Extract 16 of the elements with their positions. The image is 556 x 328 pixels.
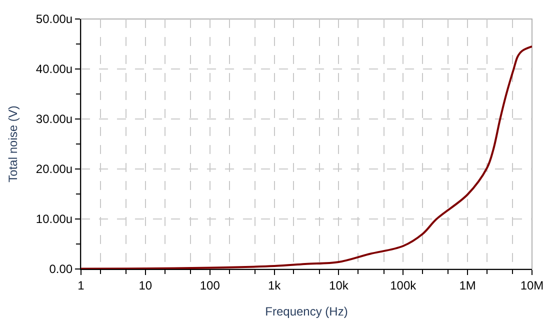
- x-tick-label: 1M: [459, 278, 476, 292]
- x-tick-label: 1: [78, 278, 85, 292]
- x-axis-title: Frequency (Hz): [265, 304, 348, 318]
- y-tick-label: 40.00u: [36, 62, 73, 76]
- x-tick-label: 1k: [268, 278, 282, 292]
- y-tick-label: 10.00u: [36, 212, 73, 226]
- y-axis-title: Total noise (V): [6, 106, 20, 182]
- y-tick-label: 0.00: [49, 262, 73, 276]
- x-tick-label: 100: [200, 278, 220, 292]
- y-tick-label: 20.00u: [36, 162, 73, 176]
- x-tick-label: 100k: [390, 278, 418, 292]
- y-tick-label: 50.00u: [36, 12, 73, 26]
- x-tick-label: 10M: [520, 278, 544, 292]
- y-tick-label: 30.00u: [36, 112, 73, 126]
- x-tick-label: 10k: [329, 278, 350, 292]
- x-tick-label: 10: [138, 278, 152, 292]
